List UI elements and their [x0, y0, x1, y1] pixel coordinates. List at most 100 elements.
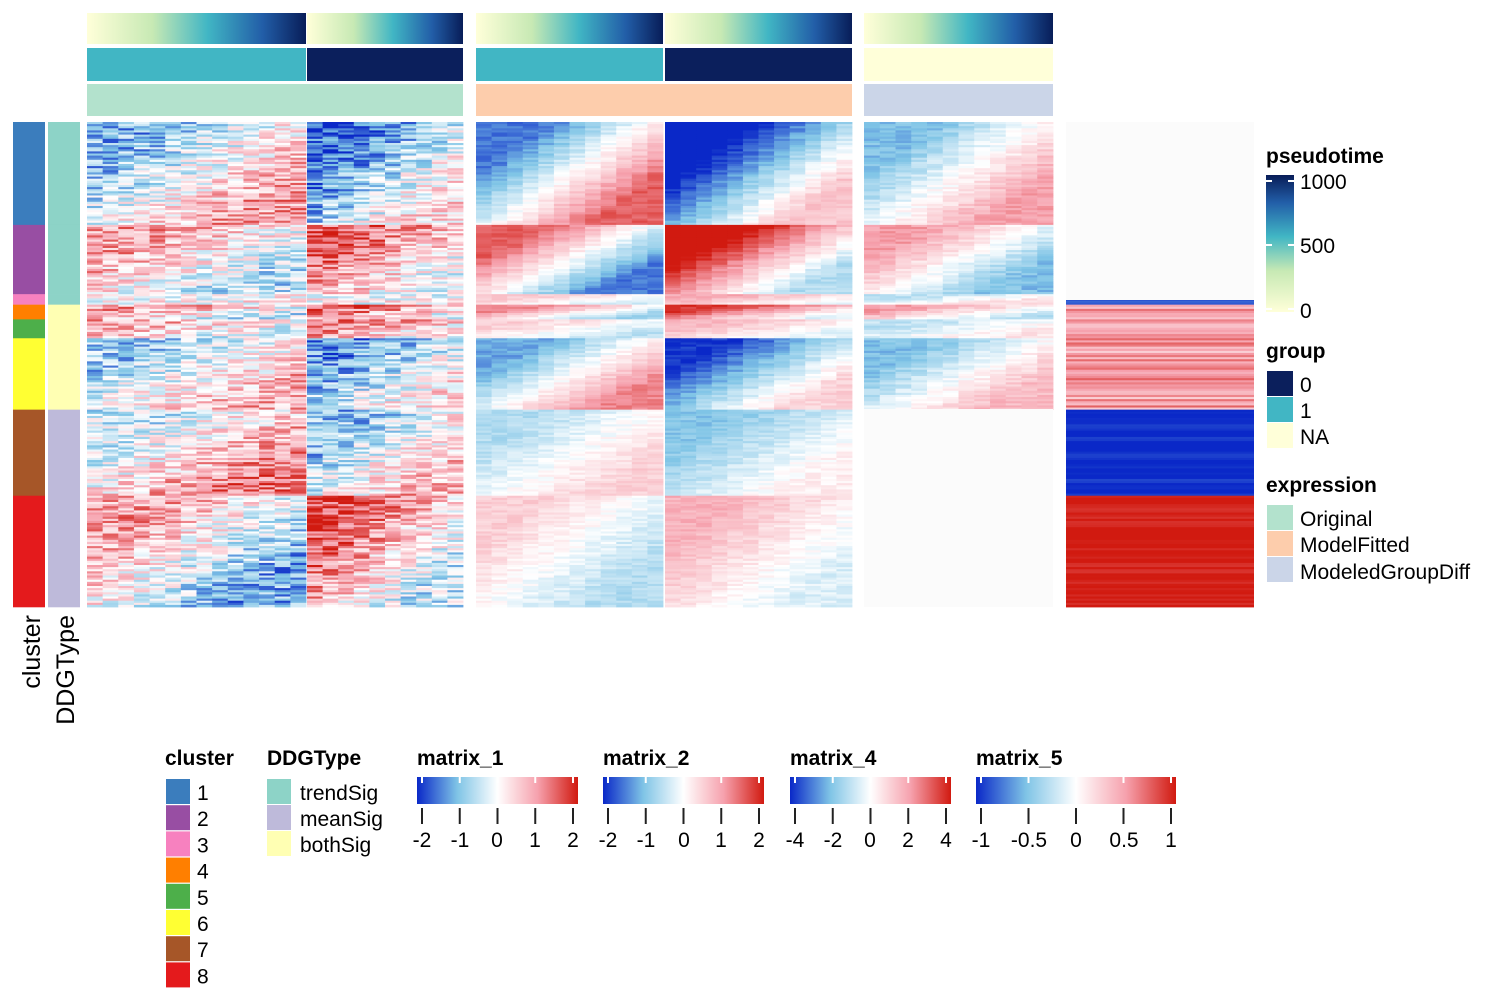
heatmap-cell: [196, 388, 213, 392]
heatmap-cell: [307, 361, 323, 364]
heatmap-cell: [165, 203, 182, 207]
heatmap-cell: [369, 222, 386, 226]
heatmap-cell: [369, 157, 386, 161]
heatmap-cell: [102, 134, 119, 138]
heatmap-cell: [87, 130, 104, 133]
heatmap-cell: [400, 226, 417, 230]
heatmap-cell: [400, 264, 417, 268]
heatmap-cell: [353, 319, 370, 322]
heatmap-cell: [212, 294, 229, 297]
heatmap-cell: [180, 340, 197, 343]
heatmap-cell: [307, 285, 323, 289]
heatmap-cell: [87, 289, 104, 293]
heatmap-cell: [447, 170, 464, 173]
heatmap-cell: [400, 229, 417, 232]
heatmap-cell: [227, 348, 244, 352]
heatmap-cell: [369, 254, 386, 257]
heatmap-cell: [338, 260, 355, 264]
heatmap-cell: [290, 245, 307, 249]
heatmap-cell: [338, 145, 355, 148]
heatmap-cell: [274, 336, 291, 339]
heatmap-cell: [307, 245, 323, 249]
heatmap-cell: [149, 254, 166, 257]
heatmap-cell: [416, 323, 433, 327]
heatmap-cell: [447, 386, 464, 390]
heatmap-cell: [212, 329, 229, 333]
heatmap-cell: [385, 342, 401, 345]
heatmap-cell: [259, 277, 276, 280]
heatmap-cell: [385, 336, 401, 339]
heatmap-cell: [385, 300, 401, 303]
heatmap-cell: [243, 397, 260, 400]
heatmap-cell: [400, 331, 417, 335]
heatmap-cell: [212, 268, 229, 272]
heatmap-cell: [290, 359, 307, 362]
heatmap-cell: [369, 369, 386, 373]
heatmap-cell: [369, 252, 386, 255]
heatmap-cell: [307, 376, 323, 379]
heatmap-cell: [165, 315, 182, 318]
heatmap-cell: [196, 367, 213, 371]
heatmap-cell: [196, 340, 213, 343]
heatmap-cell: [212, 172, 229, 175]
heatmap-cell: [416, 143, 433, 146]
heatmap-cell: [227, 184, 244, 188]
heatmap-cell: [102, 350, 119, 354]
heatmap-cell: [102, 197, 119, 201]
heatmap-cell: [196, 298, 213, 301]
heatmap-cell: [322, 174, 339, 177]
heatmap-cell: [212, 193, 229, 196]
heatmap-cell: [165, 237, 182, 240]
heatmap-cell: [400, 346, 417, 350]
heatmap-cell: [447, 149, 464, 152]
heatmap-cell: [307, 143, 323, 146]
heatmap-cell: [307, 174, 323, 177]
heatmap-cell: [447, 122, 464, 125]
heatmap-cell: [274, 124, 291, 127]
heatmap-cell: [447, 399, 464, 402]
heatmap-cell: [165, 277, 182, 280]
heatmap-cell: [431, 317, 448, 320]
heatmap-cell: [447, 361, 464, 364]
heatmap-cell: [338, 247, 355, 251]
heatmap-cell: [400, 268, 417, 272]
heatmap-cell: [259, 308, 276, 312]
heatmap-cell: [212, 325, 229, 329]
heatmap-cell: [118, 348, 135, 352]
heatmap-cell: [133, 298, 150, 301]
heatmap-cell: [400, 193, 417, 196]
heatmap-cell: [259, 136, 276, 140]
heatmap-cell: [243, 245, 260, 249]
heatmap-cell: [307, 329, 323, 333]
heatmap-cell: [180, 399, 197, 402]
heatmap-cell: [165, 397, 182, 400]
heatmap-cell: [290, 147, 307, 150]
heatmap-cell: [431, 304, 448, 308]
heatmap-cell: [133, 340, 150, 343]
heatmap-cell: [180, 212, 197, 215]
heatmap-cell: [385, 365, 401, 369]
heatmap-cell: [369, 199, 386, 203]
heatmap-cell: [322, 199, 339, 203]
heatmap-cell: [227, 241, 244, 245]
heatmap-cell: [307, 340, 323, 343]
heatmap-cell: [102, 187, 119, 190]
heatmap-cell: [87, 325, 104, 329]
heatmap-cell: [322, 380, 339, 383]
heatmap-cell: [212, 319, 229, 322]
heatmap-cell: [400, 212, 417, 215]
heatmap-cell: [400, 258, 417, 261]
heatmap-cell: [243, 199, 260, 203]
heatmap-cell: [290, 159, 307, 163]
heatmap-cell: [385, 302, 401, 306]
heatmap-cell: [180, 180, 197, 184]
heatmap-cell: [87, 302, 104, 306]
heatmap-cell: [369, 308, 386, 312]
heatmap-cell: [416, 275, 433, 278]
heatmap-cell: [87, 329, 104, 333]
heatmap-cell: [149, 350, 166, 354]
heatmap-cell: [338, 321, 355, 324]
heatmap-cell: [400, 363, 417, 366]
heatmap-cell: [307, 250, 323, 253]
heatmap-cell: [149, 132, 166, 135]
